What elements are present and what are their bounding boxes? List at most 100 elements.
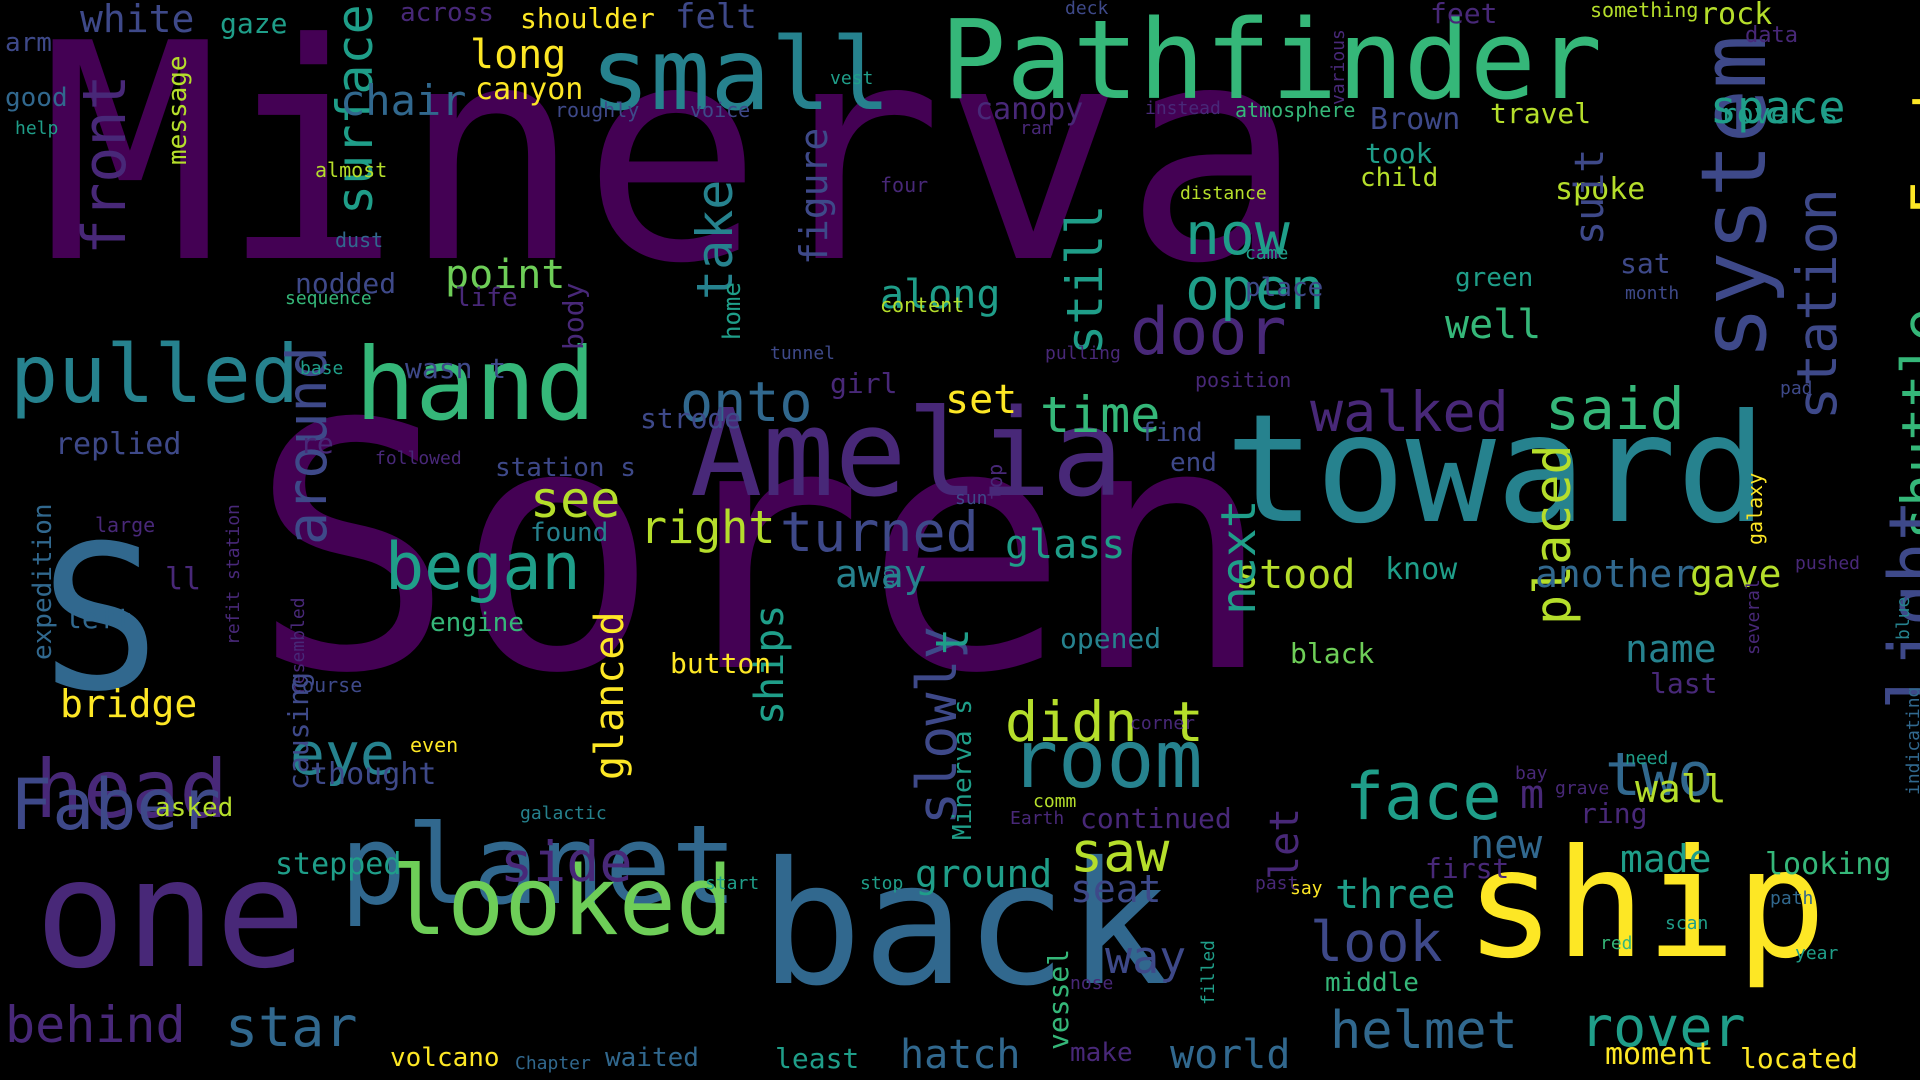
cloud-word-tunnel: tunnel — [770, 343, 836, 364]
cloud-word-four: four — [880, 173, 929, 197]
cloud-word-faber: Faber — [10, 764, 221, 846]
cloud-word-ship: ship — [1465, 818, 1827, 992]
cloud-word-now: now — [1185, 200, 1290, 268]
cloud-word-door: door — [1130, 295, 1287, 370]
cloud-word-atmosphere: atmosphere — [1235, 98, 1356, 122]
cloud-word-replied: replied — [55, 427, 182, 462]
cloud-word-find: find — [1140, 418, 1203, 448]
cloud-word-voice: voice — [690, 98, 751, 122]
cloud-word-still: still — [1056, 204, 1114, 355]
cloud-word-re: re — [300, 427, 334, 460]
cloud-word-first: first — [1425, 852, 1510, 885]
cloud-word-figure: figure — [792, 127, 836, 265]
cloud-word-felt: felt — [675, 0, 757, 37]
cloud-word-middle: middle — [1325, 968, 1419, 998]
cloud-word-looking: looking — [1765, 847, 1892, 882]
cloud-word-help: help — [15, 118, 59, 139]
cloud-word-didn-t: didn t — [1005, 690, 1204, 754]
cloud-word-need: need — [1625, 748, 1669, 769]
cloud-word-well: well — [1445, 302, 1542, 348]
cloud-word-space: space — [1710, 81, 1846, 134]
cloud-word-waited: waited — [605, 1043, 699, 1073]
cloud-word-strode: strode — [640, 402, 742, 435]
cloud-word-several: several — [1743, 579, 1764, 655]
cloud-word-rover: rover — [1580, 995, 1746, 1059]
cloud-word-bridge: bridge — [60, 682, 198, 726]
cloud-word-filled: filled — [1198, 939, 1219, 1005]
cloud-word-wall: wall — [1635, 767, 1727, 811]
cloud-word-engine: engine — [430, 608, 524, 638]
cloud-word-button: button — [670, 647, 772, 680]
cloud-word-helmet: helmet — [1330, 1001, 1518, 1061]
cloud-word-glass: glass — [1005, 522, 1126, 568]
cloud-word-open: open — [1185, 255, 1325, 323]
cloud-word-past: past — [1255, 873, 1299, 894]
cloud-word-ring: ring — [1580, 797, 1648, 830]
cloud-word-wasn-t: wasn t — [405, 352, 507, 385]
cloud-word-see: see — [530, 471, 621, 529]
cloud-word-three: three — [1335, 872, 1456, 918]
cloud-word-black: black — [1290, 637, 1375, 670]
cloud-word-data: data — [1745, 23, 1798, 48]
cloud-word-turned: turned — [780, 500, 979, 564]
cloud-word-roughly: roughly — [555, 98, 640, 122]
cloud-word-scan: scan — [1665, 913, 1709, 934]
cloud-word-arm: arm — [5, 28, 52, 58]
cloud-word-minerva-s: Minerva s — [948, 699, 978, 840]
cloud-word-m: m — [1520, 772, 1545, 818]
cloud-word-top: top — [983, 463, 1007, 500]
cloud-word-s: S — [40, 503, 161, 736]
cloud-word-came: came — [1245, 243, 1289, 264]
cloud-word-green: green — [1455, 263, 1534, 293]
cloud-word-white: white — [80, 0, 195, 41]
cloud-word-make: make — [1070, 1038, 1133, 1068]
cloud-word-next: next — [1211, 499, 1267, 615]
cloud-word-onto: onto — [680, 370, 813, 434]
cloud-word-glanced: glanced — [587, 611, 633, 780]
cloud-word-one: one — [35, 828, 306, 1002]
cloud-word-shoulder: shoulder — [520, 2, 655, 35]
cloud-word-almost: almost — [315, 158, 388, 182]
cloud-word-last: last — [1650, 667, 1718, 700]
cloud-word-even: even — [410, 733, 459, 757]
cloud-word-minerva: Minerva — [40, 0, 1305, 329]
cloud-word-feet: feet — [1430, 0, 1498, 30]
cloud-word-set: set — [945, 377, 1018, 423]
cloud-word-something: something — [1590, 0, 1699, 22]
cloud-word-left: left — [65, 602, 133, 635]
cloud-word-look: look — [1310, 910, 1443, 974]
cloud-word-girl: girl — [830, 367, 898, 400]
cloud-word-up: up — [878, 568, 899, 590]
cloud-word-room: room — [1010, 713, 1203, 806]
cloud-word-eye: eye — [290, 720, 395, 788]
cloud-word-travel: travel — [1490, 97, 1592, 130]
cloud-word-know: know — [1385, 552, 1458, 587]
cloud-word-rock: rock — [1700, 0, 1773, 32]
cloud-word-made: made — [1620, 837, 1712, 881]
cloud-word-canyon: canyon — [475, 72, 584, 107]
cloud-word-t: t — [926, 627, 979, 655]
cloud-word-hand: hand — [355, 326, 596, 443]
cloud-word-long: long — [470, 32, 567, 78]
cloud-word-home: home — [718, 282, 746, 340]
cloud-word-corner: corner — [1130, 713, 1196, 734]
cloud-word-pushed: pushed — [1795, 553, 1861, 574]
cloud-word-year: year — [1795, 943, 1839, 964]
cloud-word-path: path — [1770, 888, 1814, 909]
cloud-word-nodded: nodded — [295, 267, 397, 300]
cloud-word-comm: comm — [1033, 791, 1077, 812]
cloud-word-nose: nose — [1070, 973, 1114, 994]
cloud-word-small: small — [590, 16, 892, 133]
cloud-word-soren: Soren — [250, 352, 1274, 748]
cloud-word-say: say — [1290, 878, 1323, 899]
cloud-word-rover-s: rover s — [1720, 97, 1839, 130]
cloud-word-ran: ran — [1020, 118, 1053, 139]
cloud-word-end: end — [1170, 448, 1217, 478]
cloud-word-pathfinder: Pathfinder — [940, 0, 1603, 124]
cloud-word-brown: Brown — [1370, 102, 1461, 137]
cloud-word-away: away — [835, 552, 927, 596]
cloud-word-new: new — [1470, 822, 1543, 868]
cloud-word-head: head — [35, 743, 228, 836]
cloud-word-face: face — [1345, 760, 1502, 835]
